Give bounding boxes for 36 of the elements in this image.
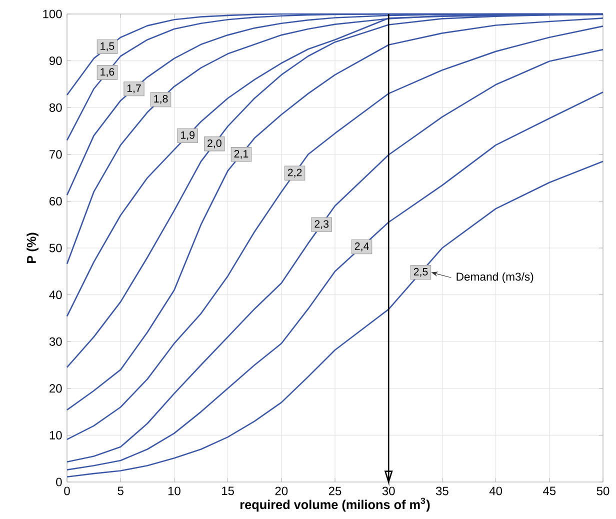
x-tick-label: 15 (222, 486, 234, 496)
y-tick-label: 60 (50, 196, 62, 206)
y-tick-label: 40 (49, 290, 62, 300)
x-tick-label: 0 (64, 486, 70, 496)
annotation: 1,5 (100, 42, 114, 52)
annotation: 2,3 (314, 220, 329, 229)
y-tick-label: 70 (50, 150, 62, 159)
annotation: 2,4 (354, 242, 369, 252)
x-tick-label: 45 (542, 486, 556, 496)
y-tick-label: 10 (50, 430, 62, 440)
annotation: 1,9 (181, 131, 194, 140)
x-tick-label: 20 (275, 486, 288, 496)
x-tick-label: 25 (328, 486, 342, 496)
y-tick-label: 80 (49, 103, 62, 112)
y-tick-label: 20 (50, 384, 62, 393)
annotation: 1,7 (127, 84, 141, 94)
annotation: 2,0 (208, 139, 222, 148)
annotation: Demand (m3/s) (456, 272, 534, 283)
x-axis-title: required volume (milions of m$^{3}$) (240, 498, 430, 512)
y-tick-label: 50 (49, 244, 62, 252)
x-tick-label: 50 (596, 486, 610, 496)
x-tick-label: 40 (489, 486, 502, 496)
x-tick-label: 35 (436, 486, 448, 496)
annotation: 2,5 (414, 268, 428, 277)
x-tick-label: 30 (382, 486, 395, 496)
annotation: 1,6 (100, 68, 114, 77)
y-tick-label: 100 (43, 10, 62, 18)
x-tick-label: 10 (168, 486, 180, 496)
y-tick-label: 30 (49, 337, 62, 346)
annotation: 2,2 (288, 168, 302, 178)
y-tick-label: 0 (56, 478, 62, 486)
annotation: 1,8 (154, 95, 168, 104)
y-axis-title: P (%) (26, 232, 38, 263)
y-tick-label: 90 (50, 56, 62, 66)
x-tick-label: 5 (118, 486, 124, 496)
annotation: 2,1 (234, 150, 248, 159)
